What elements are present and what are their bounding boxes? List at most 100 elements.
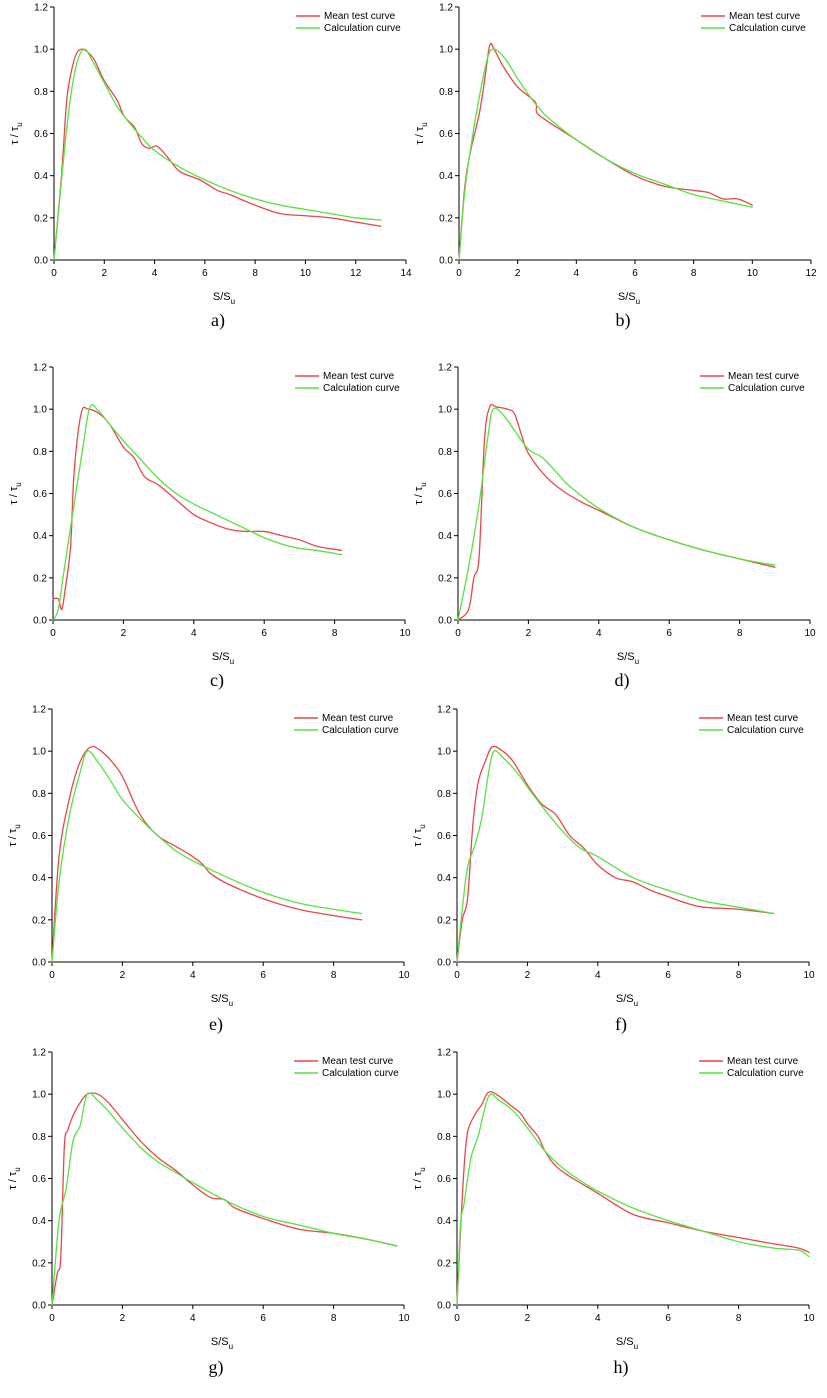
y-axis-title-subscript: u xyxy=(13,824,22,828)
y-axis-title-main: τ / τ xyxy=(9,126,21,145)
x-tick-label: 4 xyxy=(190,1313,196,1324)
y-tick-label: 0.0 xyxy=(33,616,47,627)
panel-caption: g) xyxy=(209,1357,224,1378)
x-axis-title-subscript: u xyxy=(636,297,640,306)
y-tick-label: 0.0 xyxy=(437,958,451,969)
x-tick-label: 2 xyxy=(526,628,532,639)
x-axis-title: S/Su xyxy=(211,1336,233,1351)
y-tick-label: 1.2 xyxy=(439,3,453,14)
y-tick-label: 0.8 xyxy=(439,87,453,98)
x-tick-label: 4 xyxy=(595,970,601,981)
x-tick-label: 10 xyxy=(398,970,410,981)
y-axis-title: τ / τu xyxy=(8,482,23,504)
y-tick-label: 0.4 xyxy=(32,1216,46,1227)
calculation-curve-line xyxy=(456,749,775,963)
chart-panel-b: 0.00.20.40.60.81.01.20 2 4 6 8 10 12S/Suτ / τu… xyxy=(414,3,817,332)
x-tick-label: 0 xyxy=(49,970,55,981)
legend-label-mean-test: Mean test curve xyxy=(322,1056,394,1067)
panel-caption: e) xyxy=(209,1014,223,1035)
y-tick-label: 0.8 xyxy=(437,1132,451,1143)
calculation-curve-line xyxy=(456,1093,810,1306)
y-axis-title: τ / τu xyxy=(7,1167,22,1189)
calculation-curve-line xyxy=(52,404,343,621)
y-tick-label: 0.6 xyxy=(33,489,47,500)
legend-label-calculation: Calculation curve xyxy=(322,725,399,736)
x-tick-label: 14 xyxy=(400,268,412,279)
legend-label-calculation: Calculation curve xyxy=(727,1068,804,1079)
mean-test-curve-line xyxy=(52,406,343,611)
x-axis-title: S/Su xyxy=(618,291,640,306)
y-tick-label: 0.2 xyxy=(34,213,48,224)
y-axis-title-subscript: u xyxy=(15,122,24,126)
y-tick-label: 0.2 xyxy=(32,1258,46,1269)
y-tick-label: 0.4 xyxy=(437,1216,451,1227)
calculation-curve-line xyxy=(51,1092,398,1306)
y-tick-label: 0.6 xyxy=(32,831,46,842)
legend-label-calculation: Calculation curve xyxy=(729,23,806,34)
chart-panel-f: 0.00.20.40.60.81.01.20 2 4 6 8 10S/Suτ / τuMe… xyxy=(412,705,815,1036)
x-axis-title: S/Su xyxy=(213,291,235,306)
x-axis-title-subscript: u xyxy=(634,1342,638,1351)
y-tick-label: 0.0 xyxy=(439,256,453,267)
mean-test-curve-line xyxy=(51,1092,398,1306)
y-tick-label: 0.2 xyxy=(437,1258,451,1269)
chart-panel-a: 0.00.20.40.60.81.01.20 2 4 6 8 10 12 14S/Suτ / … xyxy=(9,3,412,332)
panel-caption: f) xyxy=(615,1014,627,1035)
x-tick-label: 10 xyxy=(399,628,411,639)
y-axis-title-main: τ / τ xyxy=(7,1171,19,1190)
y-tick-label: 1.2 xyxy=(437,1048,451,1059)
chart-panel-d: 0.00.20.40.60.81.01.20 2 4 6 8 10S/Suτ / τuMe… xyxy=(413,363,816,692)
y-tick-label: 1.0 xyxy=(34,45,48,56)
panel-caption: d) xyxy=(615,670,630,691)
y-tick-label: 1.2 xyxy=(438,363,452,374)
y-tick-label: 1.2 xyxy=(33,363,47,374)
x-axis-title-subscript: u xyxy=(230,657,234,666)
y-tick-label: 0.0 xyxy=(32,1301,46,1312)
y-tick-label: 0.8 xyxy=(33,447,47,458)
x-tick-label: 6 xyxy=(665,970,671,981)
y-axis-title-subscript: u xyxy=(14,482,23,486)
x-axis-title-main: S/S xyxy=(616,993,634,1005)
y-axis-title: τ / τu xyxy=(412,1167,427,1189)
x-axis-title-main: S/S xyxy=(618,291,636,303)
x-tick-label: 6 xyxy=(665,1313,671,1324)
x-tick-label: 4 xyxy=(152,268,158,279)
x-tick-label: 2 xyxy=(102,268,108,279)
y-axis-title: τ / τu xyxy=(413,482,428,504)
y-tick-label: 1.2 xyxy=(32,1048,46,1059)
y-axis-title-main: τ / τ xyxy=(8,486,20,505)
x-axis-title: S/Su xyxy=(616,1336,638,1351)
legend-label-mean-test: Mean test curve xyxy=(728,371,800,382)
legend-label-calculation: Calculation curve xyxy=(728,383,805,394)
x-tick-label: 0 xyxy=(455,628,461,639)
x-axis-title-main: S/S xyxy=(212,651,230,663)
legend-label-calculation: Calculation curve xyxy=(324,23,401,34)
x-tick-label: 6 xyxy=(202,268,208,279)
y-tick-label: 0.6 xyxy=(438,489,452,500)
y-tick-label: 1.2 xyxy=(437,705,451,716)
y-axis-title-main: τ / τ xyxy=(414,126,426,145)
y-tick-label: 0.2 xyxy=(438,573,452,584)
x-tick-label: 4 xyxy=(595,1313,601,1324)
x-tick-label: 2 xyxy=(515,268,521,279)
y-tick-label: 0.2 xyxy=(439,213,453,224)
y-axis-title: τ / τu xyxy=(412,824,427,846)
x-tick-label: 8 xyxy=(331,1313,337,1324)
y-axis-title-subscript: u xyxy=(13,1167,22,1171)
x-tick-label: 8 xyxy=(736,970,742,981)
x-tick-label: 10 xyxy=(747,268,759,279)
x-axis-title: S/Su xyxy=(617,651,639,666)
panel-caption: a) xyxy=(211,310,225,331)
x-tick-label: 6 xyxy=(261,628,267,639)
x-tick-label: 12 xyxy=(350,268,362,279)
chart-panel-g: 0.00.20.40.60.81.01.20 2 4 6 8 10S/Suτ / τuMe… xyxy=(7,1048,410,1379)
x-tick-label: 8 xyxy=(736,1313,742,1324)
x-tick-label: 10 xyxy=(803,1313,815,1324)
x-axis-title-subscript: u xyxy=(635,657,639,666)
x-tick-label: 8 xyxy=(252,268,258,279)
x-tick-label: 0 xyxy=(49,1313,55,1324)
y-tick-label: 0.6 xyxy=(32,1174,46,1185)
x-axis-title-subscript: u xyxy=(634,999,638,1008)
mean-test-curve-line xyxy=(456,1091,810,1306)
